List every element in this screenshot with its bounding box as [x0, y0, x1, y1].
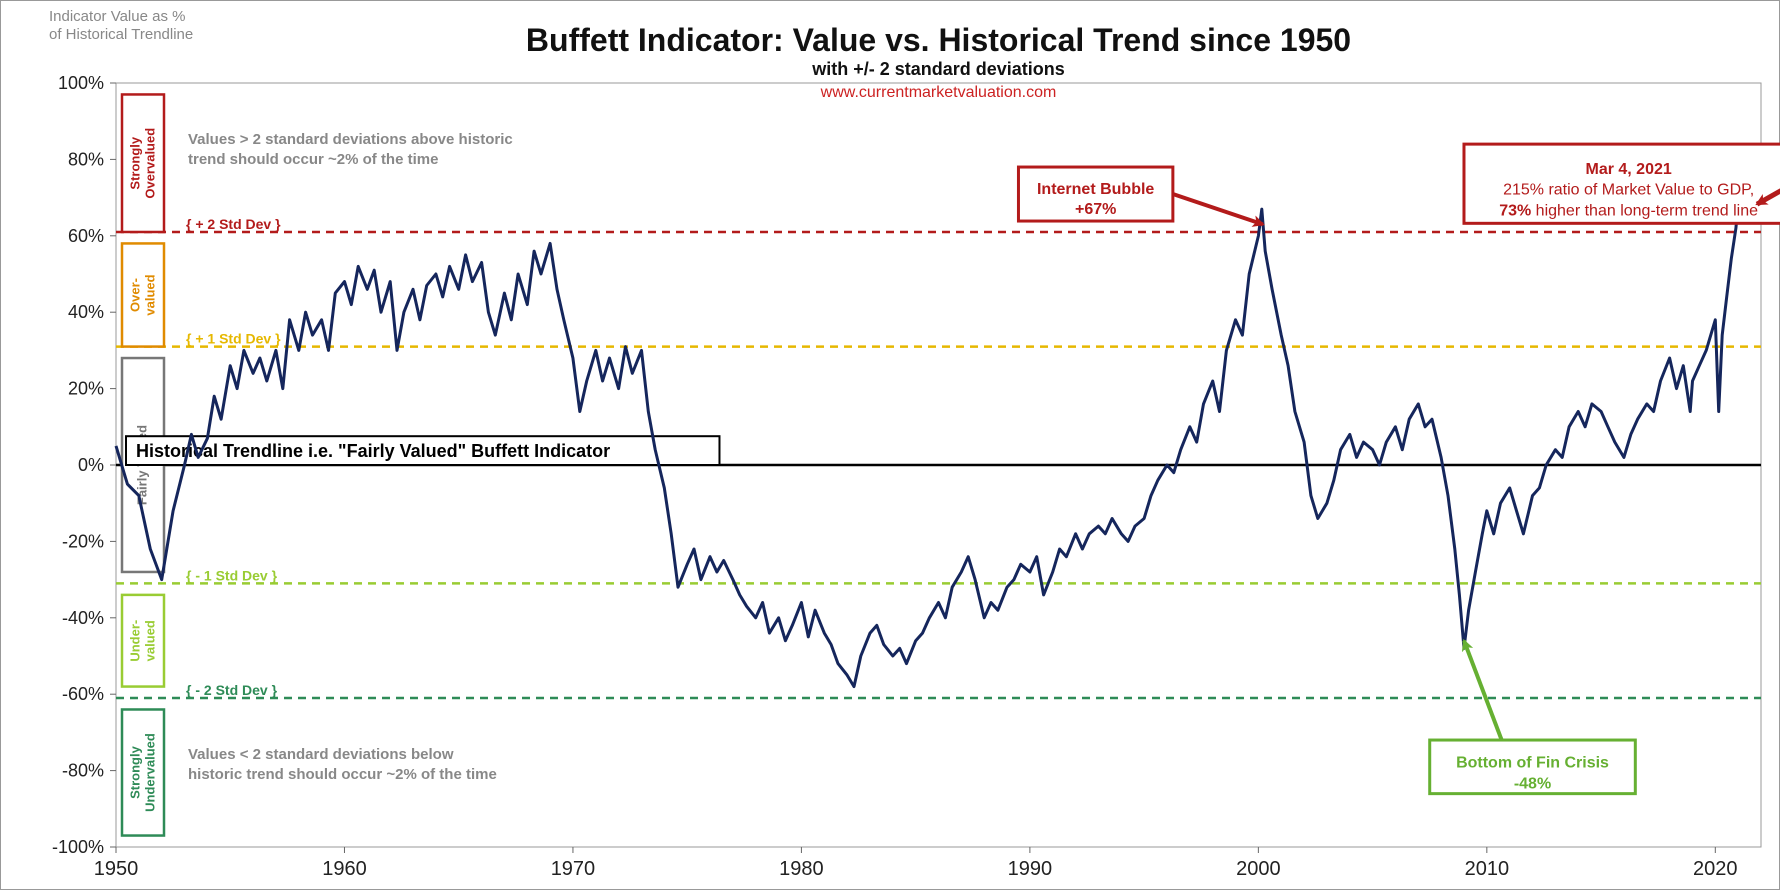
note-below-2: historic trend should occur ~2% of the t…	[188, 766, 497, 783]
x-tick-label: 1990	[1008, 858, 1053, 880]
x-tick-label: 1970	[551, 858, 596, 880]
chart-title: Buffett Indicator: Value vs. Historical …	[526, 22, 1351, 58]
zone-label: Strongly	[127, 136, 142, 189]
x-tick-label: 1950	[94, 858, 139, 880]
callout-today-line: Mar 4, 2021	[1585, 161, 1671, 178]
trendline-label: Historical Trendline i.e. "Fairly Valued…	[136, 441, 610, 461]
y-tick-label: 40%	[68, 302, 104, 322]
y-tick-label: 0%	[78, 455, 104, 475]
y-tick-label: 100%	[58, 73, 104, 93]
callout-bubble-arrow	[1173, 194, 1263, 224]
band-label: { - 1 Std Dev }	[186, 567, 278, 583]
callout-crisis-line: -48%	[1514, 776, 1551, 793]
x-tick-label: 2020	[1693, 858, 1738, 880]
band-label: { + 2 Std Dev }	[186, 216, 281, 232]
y-tick-label: -60%	[62, 684, 104, 704]
zone-label: Undervalued	[142, 733, 157, 812]
y-axis-title-1: Indicator Value as %	[49, 8, 185, 25]
chart-svg: Buffett Indicator: Value vs. Historical …	[1, 1, 1780, 891]
callout-bubble-line: Internet Bubble	[1037, 181, 1154, 198]
x-tick-label: 2000	[1236, 858, 1281, 880]
zone-label: Over-	[127, 278, 142, 312]
y-tick-label: -20%	[62, 531, 104, 551]
x-tick-label: 2010	[1465, 858, 1510, 880]
indicator-line	[116, 179, 1743, 687]
callout-crisis-line: Bottom of Fin Crisis	[1456, 755, 1609, 772]
band-label: { - 2 Std Dev }	[186, 682, 278, 698]
x-tick-label: 1980	[779, 858, 824, 880]
callout-today-line: 73% higher than long-term trend line	[1499, 202, 1758, 219]
note-below-1: Values < 2 standard deviations below	[188, 746, 454, 763]
zone-label: Strongly	[127, 745, 142, 798]
chart-subtitle: with +/- 2 standard deviations	[811, 59, 1065, 79]
x-tick-label: 1960	[322, 858, 367, 880]
zone-label: Under-	[127, 620, 142, 662]
y-tick-label: 60%	[68, 226, 104, 246]
band-label: { + 1 Std Dev }	[186, 331, 281, 347]
y-tick-label: 80%	[68, 149, 104, 169]
zone-label: valued	[142, 620, 157, 661]
callout-crisis-arrow	[1464, 641, 1502, 740]
callout-bubble-line: +67%	[1075, 201, 1116, 218]
y-tick-label: 20%	[68, 379, 104, 399]
y-tick-label: -40%	[62, 608, 104, 628]
y-axis-title-2: of Historical Trendline	[49, 26, 193, 43]
y-tick-label: -100%	[52, 837, 104, 857]
note-above-1: Values > 2 standard deviations above his…	[188, 131, 513, 148]
chart-source: www.currentmarketvaluation.com	[820, 84, 1057, 101]
chart-container: Buffett Indicator: Value vs. Historical …	[0, 0, 1780, 890]
zone-label: Overvalued	[142, 128, 157, 199]
callout-today-line: 215% ratio of Market Value to GDP,	[1503, 182, 1754, 199]
y-tick-label: -80%	[62, 761, 104, 781]
zone-label: valued	[142, 274, 157, 315]
note-above-2: trend should occur ~2% of the time	[188, 151, 438, 168]
